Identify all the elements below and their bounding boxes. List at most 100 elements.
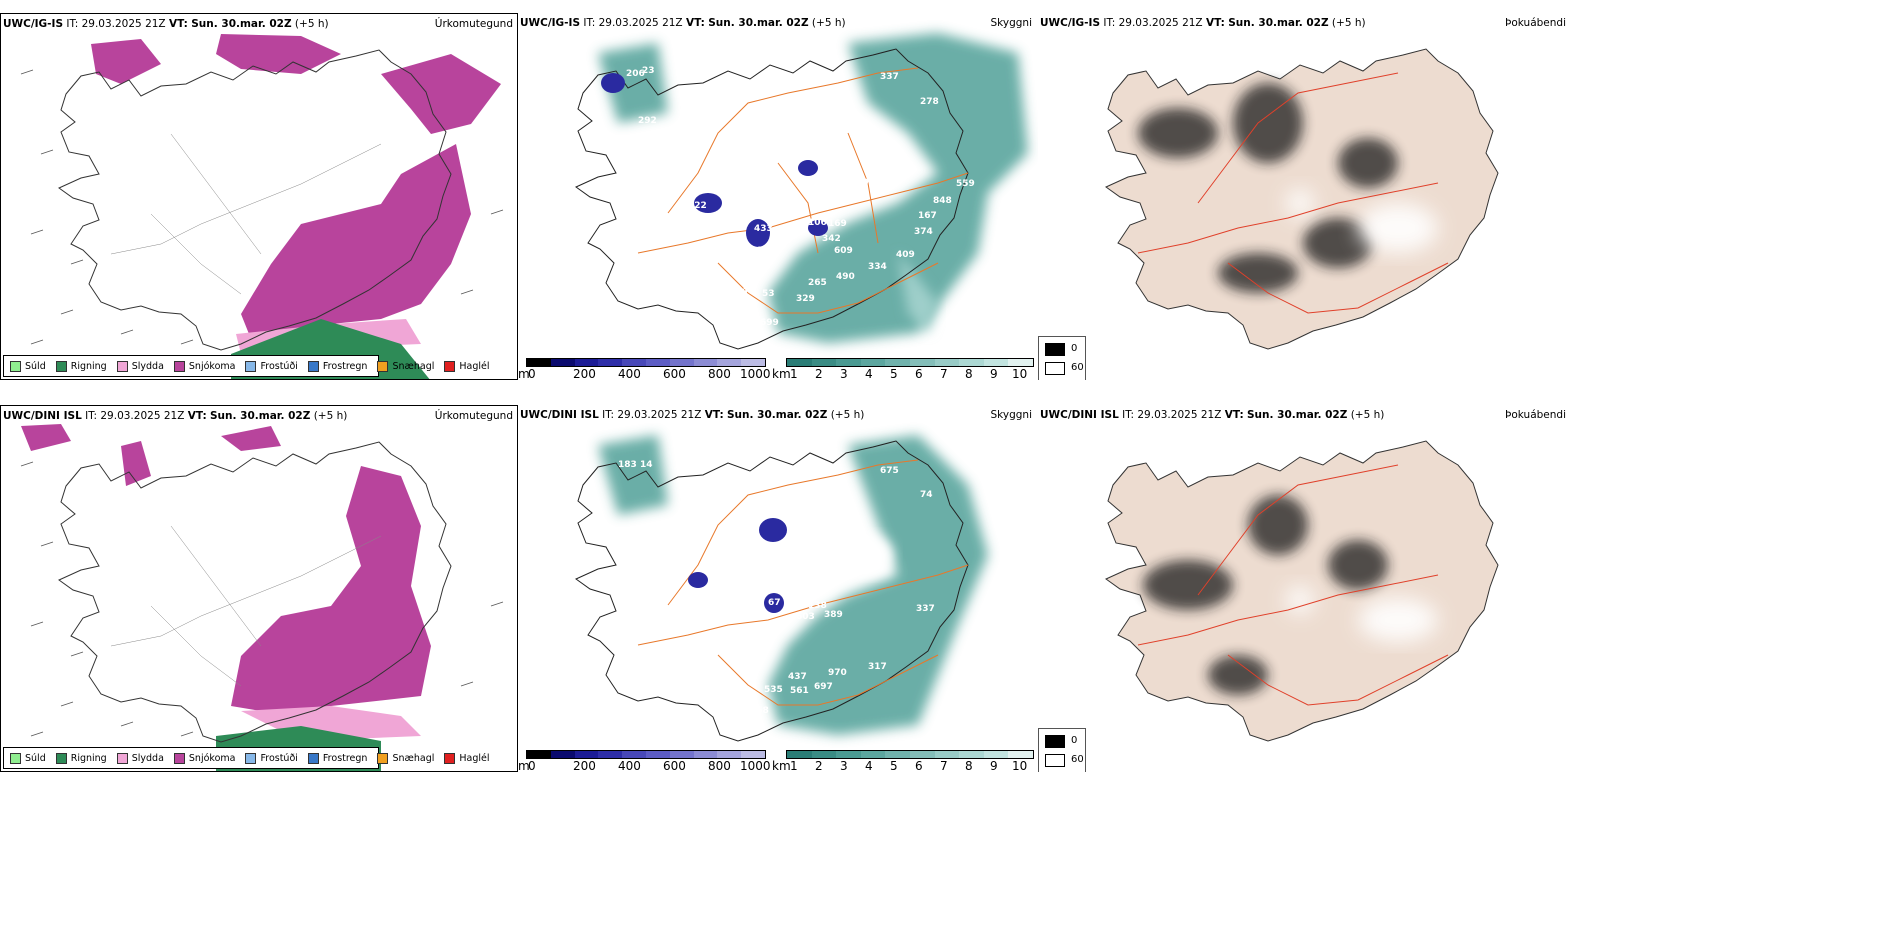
vis-label: 106 [808, 218, 827, 228]
fog-key-high-value: 60 [1071, 754, 1084, 765]
tick: 9 [990, 759, 998, 772]
tick: 8 [965, 367, 973, 380]
tick: 6 [915, 367, 923, 380]
vis-label: 147 [803, 178, 822, 188]
tick: 4 [865, 367, 873, 380]
legend-item: Frostúði [245, 752, 298, 764]
fog-key-high-swatch [1045, 362, 1065, 375]
vis-label: 53 [762, 289, 775, 299]
vis-label: 264 [658, 525, 677, 535]
vis-colorbar-strip [786, 750, 1034, 759]
legend-swatch [377, 752, 389, 764]
legend-item: Haglél [444, 752, 490, 764]
tick: 3 [840, 367, 848, 380]
vis-label: 265 [808, 278, 827, 288]
vis-label: 609 [834, 246, 853, 256]
vis-label: 374 [914, 227, 933, 237]
tick: 7 [940, 367, 948, 380]
vis-label: 603 [796, 612, 815, 622]
precip-type-panel-top: UWC/IG-IS IT: 29.03.2025 21Z VT: Sun. 30… [0, 13, 518, 380]
tick: 5 [890, 367, 898, 380]
vis-label: 697 [814, 682, 833, 692]
vis-label: 23 [642, 66, 655, 76]
visibility-panel-top: 206 23 292 32 147 10 722 433 169 342 609… [518, 13, 1038, 380]
vis-label: 468 [750, 706, 769, 716]
vis-label: 535 [764, 685, 783, 695]
header-top-right: UWC/IG-IS IT: 29.03.2025 21Z VT: Sun. 30… [1040, 17, 1366, 29]
legend-item: Frostregn [307, 360, 367, 372]
legend-item: Snjókoma [173, 752, 235, 764]
vis-label: 337 [916, 604, 935, 614]
legend-item: Slydda [116, 360, 164, 372]
vis-label: 409 [896, 250, 915, 260]
fog-key-low-value: 0 [1071, 735, 1078, 746]
vis-label: 14 [640, 460, 653, 470]
vis-colorbar-km-top: km 1 2 3 4 5 6 7 8 9 10 [772, 358, 1036, 380]
tick: 0 [528, 367, 536, 380]
legend-swatch [307, 752, 319, 764]
vis-label: 20 [728, 579, 741, 589]
precip-legend-bottom: Súld Rigning Slydda Snjókoma Frostúði Fr… [3, 747, 490, 769]
vis-label: 699 [760, 318, 779, 328]
legend-item: Frostúði [245, 360, 298, 372]
vis-label: 561 [790, 686, 809, 696]
legend-swatch [116, 752, 128, 764]
tick: 600 [663, 367, 686, 380]
tick: 1 [790, 759, 798, 772]
tick: 2 [815, 367, 823, 380]
vis-label: 208 [744, 246, 763, 256]
vis-label: 389 [824, 610, 843, 620]
legend-swatch [116, 360, 128, 372]
fog-panel-bottom: UWC/DINI ISL IT: 29.03.2025 21Z VT: Sun.… [1038, 405, 1900, 772]
vis-label: 337 [880, 72, 899, 82]
legend-item: Snæhagl [377, 752, 434, 764]
tick: 1000 [740, 367, 771, 380]
header-bottom-right: UWC/DINI ISL IT: 29.03.2025 21Z VT: Sun.… [1040, 409, 1385, 421]
fog-title-bottom: Þokuábendi [1505, 409, 1566, 421]
tick: 200 [573, 759, 596, 772]
legend-swatch [173, 752, 185, 764]
tick: 10 [1012, 367, 1028, 380]
vis-label: 490 [836, 272, 855, 282]
legend-swatch [245, 752, 257, 764]
legend-item: Haglél [444, 360, 490, 372]
tick: 8 [965, 759, 973, 772]
precip-map-bottom [20, 424, 504, 771]
tick: 1 [790, 367, 798, 380]
header-bottom-mid: UWC/DINI ISL IT: 29.03.2025 21Z VT: Sun.… [520, 409, 865, 421]
legend-swatch [245, 360, 257, 372]
vis-label: 437 [788, 672, 807, 682]
vis-colorbar-unit: km [772, 759, 791, 772]
legend-item: Snjókoma [173, 360, 235, 372]
tick: 10 [1012, 759, 1028, 772]
legend-swatch [377, 360, 389, 372]
tick: 7 [940, 759, 948, 772]
precip-type-panel-bottom: UWC/DINI ISL IT: 29.03.2025 21Z VT: Sun.… [0, 405, 518, 772]
vis-colorbar-km-bottom: km 1 2 3 4 5 6 7 8 9 10 [772, 750, 1036, 772]
visibility-title-top: Skyggni [990, 17, 1033, 29]
tick: 400 [618, 367, 641, 380]
visibility-panel-bottom: 183 14 264 100 105 20 67 138 603 389 210… [518, 405, 1038, 772]
fog-key-low-swatch [1045, 343, 1065, 356]
vis-label: 32 [816, 151, 829, 161]
legend-item: Snæhagl [377, 360, 434, 372]
tick: 800 [708, 367, 731, 380]
fog-key-bottom: 0 60 [1038, 728, 1086, 772]
vis-label: 10 [856, 178, 869, 188]
precip-title-top: Úrkomutegund [434, 18, 513, 30]
legend-swatch [444, 752, 456, 764]
tick: 200 [573, 367, 596, 380]
fog-key-top: 0 60 [1038, 336, 1086, 380]
legend-swatch [444, 360, 456, 372]
vis-colorbar-m-bottom: m 0 200 400 600 800 1000 [518, 750, 771, 772]
precip-map-top [20, 34, 504, 379]
vis-label: 317 [868, 662, 887, 672]
vis-label: 848 [933, 196, 952, 206]
legend-swatch [10, 752, 21, 764]
vis-label: 206 [626, 69, 645, 79]
fog-key-low-value: 0 [1071, 343, 1078, 354]
vis-label: 210 [742, 643, 761, 653]
header-bottom-left: UWC/DINI ISL IT: 29.03.2025 21Z VT: Sun.… [3, 410, 348, 422]
vis-label: 100 [782, 545, 801, 555]
tick: 800 [708, 759, 731, 772]
